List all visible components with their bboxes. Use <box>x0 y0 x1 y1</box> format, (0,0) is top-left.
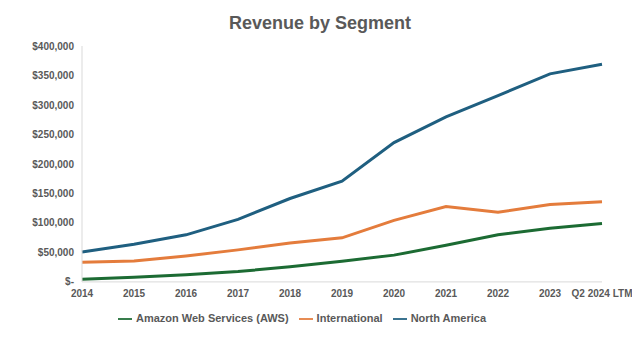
svg-text:$400,000: $400,000 <box>32 41 74 52</box>
svg-text:2020: 2020 <box>383 288 406 299</box>
svg-text:2018: 2018 <box>279 288 302 299</box>
svg-text:2022: 2022 <box>487 288 510 299</box>
html-text:North America: North America <box>410 311 486 324</box>
svg-text:$300,000: $300,000 <box>32 100 74 111</box>
svg-text:$50,000: $50,000 <box>38 247 75 258</box>
svg-text:$250,000: $250,000 <box>32 129 74 140</box>
svg-text:$100,000: $100,000 <box>32 217 74 228</box>
svg-text:2014: 2014 <box>71 288 94 299</box>
svg-text:2021: 2021 <box>435 288 458 299</box>
svg-text:$350,000: $350,000 <box>32 70 74 81</box>
svg-text:$150,000: $150,000 <box>32 188 74 199</box>
svg-text:2017: 2017 <box>227 288 250 299</box>
html-text:International: International <box>316 311 383 324</box>
svg-text:2019: 2019 <box>331 288 354 299</box>
svg-text:2023: 2023 <box>539 288 562 299</box>
html-text:Revenue by Segment: Revenue by Segment <box>229 13 411 33</box>
html-text:Amazon Web Services (AWS): Amazon Web Services (AWS) <box>136 311 289 324</box>
svg-text:Q2 2024 LTM: Q2 2024 LTM <box>572 288 632 299</box>
svg-text:$200,000: $200,000 <box>32 159 74 170</box>
svg-text:2015: 2015 <box>123 288 146 299</box>
svg-text:2016: 2016 <box>175 288 198 299</box>
svg-text:$-: $- <box>65 276 74 287</box>
